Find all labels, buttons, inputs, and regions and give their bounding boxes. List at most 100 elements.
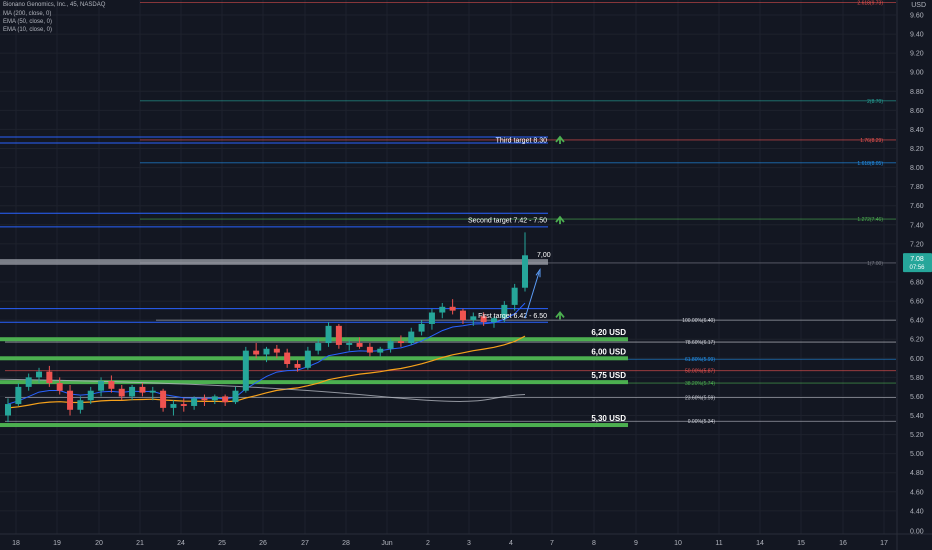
fib-level-label: 1.618(8.05) [857, 161, 883, 167]
candle-body[interactable] [325, 325, 332, 344]
price-tick-label: 6.60 [910, 299, 924, 306]
candle-body[interactable] [480, 316, 487, 323]
candle-body[interactable] [501, 304, 508, 319]
candle-body[interactable] [408, 331, 415, 344]
candle-body[interactable] [470, 316, 477, 321]
candle-body[interactable] [180, 404, 187, 406]
candle-body[interactable] [294, 364, 301, 368]
candle-body[interactable] [397, 341, 404, 344]
target-label: First target 6.42 - 6.50 [478, 313, 547, 320]
time-tick-label: 16 [839, 540, 847, 547]
candle-body[interactable] [377, 348, 384, 353]
time-tick-label: 7 [550, 540, 554, 547]
candle-body[interactable] [490, 318, 497, 323]
level-lines: 2.618(9.73) 2(8.70) 1.76(8.29) 1.618(8.05) 1… [0, 1, 896, 428]
candle-body[interactable] [428, 312, 435, 324]
candle-body[interactable] [160, 390, 167, 408]
support-label: 6,00 USD [591, 347, 626, 356]
candle-body[interactable] [118, 388, 125, 397]
candle-body[interactable] [304, 350, 311, 368]
candle-body[interactable] [15, 386, 22, 405]
candle-body[interactable] [25, 377, 32, 387]
candle-body[interactable] [449, 306, 456, 311]
indicator-ema50-label[interactable]: EMA (50, close, 0) [3, 19, 53, 25]
candle-body[interactable] [36, 371, 43, 378]
candle-body[interactable] [335, 325, 342, 345]
price-tick-label: 6.00 [910, 356, 924, 363]
candle-body[interactable] [149, 390, 156, 393]
candle-body[interactable] [67, 390, 74, 410]
time-tick-label: 25 [218, 540, 226, 547]
time-tick-label: 17 [880, 540, 888, 547]
candle-body[interactable] [87, 390, 94, 401]
candle-body[interactable] [211, 396, 218, 401]
candle-body[interactable] [418, 323, 425, 332]
candle-body[interactable] [522, 255, 528, 288]
time-tick-label: 20 [95, 540, 103, 547]
candle-body[interactable] [129, 386, 136, 397]
candle-body[interactable] [511, 287, 518, 305]
price-axis[interactable]: 9.60 9.40 9.20 9.00 8.80 8.60 8.40 8.20 8.00 7.80… [896, 0, 932, 550]
price-tick-label: 9.20 [910, 51, 924, 58]
candle-body[interactable] [273, 348, 280, 353]
candle-body[interactable] [242, 350, 249, 391]
candle-body[interactable] [170, 404, 177, 408]
price-tick-label: 0.00 [910, 529, 924, 536]
candle-body[interactable] [77, 400, 84, 410]
candle-body[interactable] [222, 396, 229, 403]
candle-body[interactable] [366, 346, 373, 353]
candle-body[interactable] [346, 343, 353, 345]
candle-body[interactable] [284, 352, 291, 365]
price-tick-label: 7.40 [910, 222, 924, 229]
support-label: 6,20 USD [591, 328, 626, 337]
time-tick-label: 11 [715, 540, 722, 547]
candles[interactable] [5, 232, 528, 423]
candle-body[interactable] [201, 398, 208, 401]
price-tick-label: 4.60 [910, 489, 924, 496]
candle-body[interactable] [356, 343, 363, 347]
fib-level-label: 1(7.00) [867, 261, 883, 267]
candle-body[interactable] [439, 306, 446, 313]
fib-level-label: 50.00%(5.87) [685, 369, 715, 375]
fib-level-label: 2(8.70) [867, 99, 883, 105]
time-tick-label: 19 [53, 540, 61, 547]
indicator-ma200-label[interactable]: MA (200, close, 0) [3, 11, 52, 17]
candle-body[interactable] [56, 383, 63, 391]
candle-body[interactable] [263, 348, 270, 355]
target-label: Second target 7.42 - 7.50 [468, 218, 547, 225]
time-axis[interactable]: 18 19 20 21 24 25 26 27 28 Jun 2 3 4 7 8 9 10 11 14 15 16 17 [12, 540, 888, 547]
price-tick-label: 5.20 [910, 432, 924, 439]
time-tick-label: 26 [259, 540, 267, 547]
time-tick-label: Jun [381, 540, 392, 547]
candle-body[interactable] [191, 398, 198, 406]
candle-body[interactable] [315, 343, 322, 351]
candle-body[interactable] [139, 386, 146, 393]
candle-body[interactable] [387, 341, 394, 349]
support-band [0, 380, 628, 385]
price-tick-label: 9.00 [910, 70, 924, 77]
candle-body[interactable] [5, 404, 11, 416]
time-tick-label: 15 [797, 540, 805, 547]
instrument-title[interactable]: Bionano Genomics, Inc., 45, NASDAQ [3, 2, 106, 8]
candle-body[interactable] [46, 371, 53, 384]
price-tick-label: 6.20 [910, 337, 924, 344]
candle-body[interactable] [232, 390, 239, 403]
candle-body[interactable] [253, 350, 260, 355]
price-tick-label: 5.80 [910, 375, 924, 382]
last-price-tag[interactable] [903, 253, 932, 273]
indicator-ema10-label[interactable]: EMA (10, close, 0) [3, 27, 53, 33]
ema-10-line [7, 302, 526, 405]
annotations[interactable]: Third target 8.30 Second target 7.42 - 7.… [468, 135, 626, 423]
candle-body[interactable] [459, 310, 466, 321]
last-price-value: 7.08 [910, 256, 924, 263]
price-tick-label: 4.40 [910, 508, 924, 515]
price-tick-label: 4.80 [910, 470, 924, 477]
support-band [0, 423, 628, 428]
arrow-head-icon [535, 268, 541, 278]
candle-body[interactable] [98, 381, 105, 391]
candle-body[interactable] [108, 381, 115, 389]
fib-level-label: 1.76(8.29) [860, 138, 883, 144]
projection-arrow [524, 272, 540, 319]
time-tick-label: 24 [177, 540, 185, 547]
